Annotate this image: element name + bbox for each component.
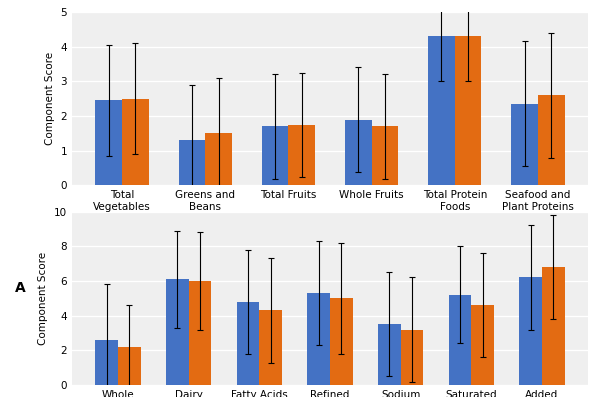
Bar bbox=[205, 133, 232, 185]
Bar bbox=[520, 278, 542, 385]
Bar bbox=[95, 340, 118, 385]
Bar bbox=[542, 267, 565, 385]
Bar bbox=[118, 347, 140, 385]
X-axis label: Component: Component bbox=[298, 218, 362, 227]
Bar bbox=[262, 127, 289, 185]
Bar bbox=[455, 36, 481, 185]
Bar bbox=[122, 99, 149, 185]
Bar bbox=[345, 119, 371, 185]
Bar bbox=[237, 302, 259, 385]
Bar bbox=[95, 100, 122, 185]
Bar bbox=[289, 125, 315, 185]
Bar bbox=[428, 36, 455, 185]
Bar bbox=[189, 281, 211, 385]
Y-axis label: Component Score: Component Score bbox=[45, 52, 55, 145]
Legend: Baseline Survey, 2-year Follow-up Survey: Baseline Survey, 2-year Follow-up Survey bbox=[191, 270, 452, 289]
Text: A: A bbox=[15, 281, 26, 295]
Bar bbox=[371, 127, 398, 185]
Bar bbox=[307, 293, 330, 385]
Bar bbox=[401, 330, 423, 385]
Bar bbox=[166, 279, 189, 385]
Bar bbox=[378, 324, 401, 385]
Y-axis label: Component Score: Component Score bbox=[38, 252, 49, 345]
Bar bbox=[179, 141, 205, 185]
Bar bbox=[511, 104, 538, 185]
Bar bbox=[259, 310, 282, 385]
Bar bbox=[449, 295, 471, 385]
Bar bbox=[471, 305, 494, 385]
Bar bbox=[538, 95, 565, 185]
Bar bbox=[330, 298, 353, 385]
